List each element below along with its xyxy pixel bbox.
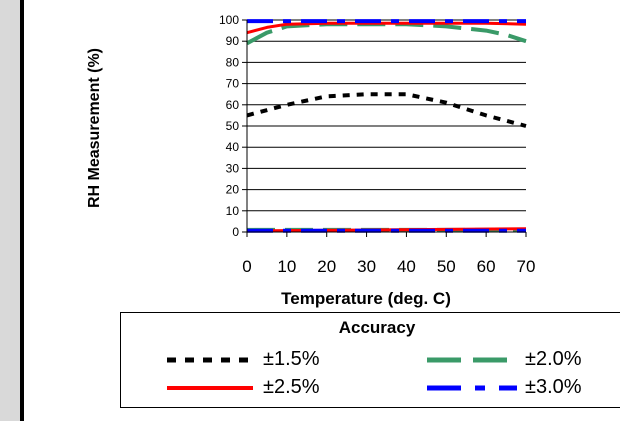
y-tick-label-30: 30: [226, 161, 240, 175]
x-tick-label-60: 60: [477, 257, 496, 276]
series-0-line-0: [246, 92, 527, 128]
x-tick-label-40: 40: [397, 257, 416, 276]
legend-label-1-5: ±1.5%: [263, 348, 320, 370]
y-tick-label-70: 70: [226, 77, 240, 91]
legend-swatch-1-5: [167, 357, 253, 363]
series-1-line-0: [246, 22, 527, 46]
legend-swatch-3-0: [427, 385, 517, 391]
legend-title: Accuracy: [338, 318, 416, 337]
y-tick-label-10: 10: [226, 204, 240, 218]
legend: Accuracy ±1.5% ±2.0% ±2.5% ±3.0%: [120, 312, 620, 408]
x-tick-label-50: 50: [437, 257, 456, 276]
y-tick-label-50: 50: [226, 119, 240, 133]
x-tick-label-10: 10: [277, 257, 296, 276]
x-axis-title: Temperature (deg. C): [281, 289, 451, 308]
legend-item-3-0: ±3.0%: [427, 375, 620, 401]
x-tick-label-70: 70: [517, 257, 536, 276]
legend-label-2-5: ±2.5%: [263, 376, 320, 398]
y-tick-label-0: 0: [232, 225, 239, 239]
series-layer: [246, 19, 527, 233]
legend-label-3-0: ±3.0%: [525, 376, 582, 398]
y-tick-label-90: 90: [226, 34, 240, 48]
x-tick-label-20: 20: [317, 257, 336, 276]
y-axis-title: RH Measurement (%): [86, 48, 103, 208]
legend-swatch-2-0: [427, 357, 517, 363]
chart-frame: 0 10 20 30 40 50 60 70 80 90 100 0 10 20 30 40 50 60 70 RH…: [20, 0, 620, 421]
x-tick-label-0: 0: [242, 257, 251, 276]
legend-label-2-0: ±2.0%: [525, 348, 582, 370]
y-tick-label-40: 40: [226, 140, 240, 154]
y-tick-label-60: 60: [226, 98, 240, 112]
x-tick-label-30: 30: [357, 257, 376, 276]
axes-layer: 0 10 20 30 40 50 60 70 80 90 100 0 10 20 30 40 50 60 70: [219, 13, 535, 276]
series-2-line-0: [246, 21, 527, 35]
y-tick-label-80: 80: [226, 55, 240, 69]
legend-swatch-2-5: [167, 386, 253, 390]
grid-layer: [247, 19, 526, 233]
legend-item-1-5: ±1.5%: [165, 347, 415, 373]
legend-item-2-0: ±2.0%: [427, 347, 620, 373]
y-tick-label-100: 100: [219, 13, 239, 27]
rh-chart: 0 10 20 30 40 50 60 70 80 90 100 0 10 20 30 40 50 60 70 RH…: [86, 13, 535, 308]
y-tick-label-20: 20: [226, 183, 240, 197]
legend-item-2-5: ±2.5%: [165, 375, 415, 401]
